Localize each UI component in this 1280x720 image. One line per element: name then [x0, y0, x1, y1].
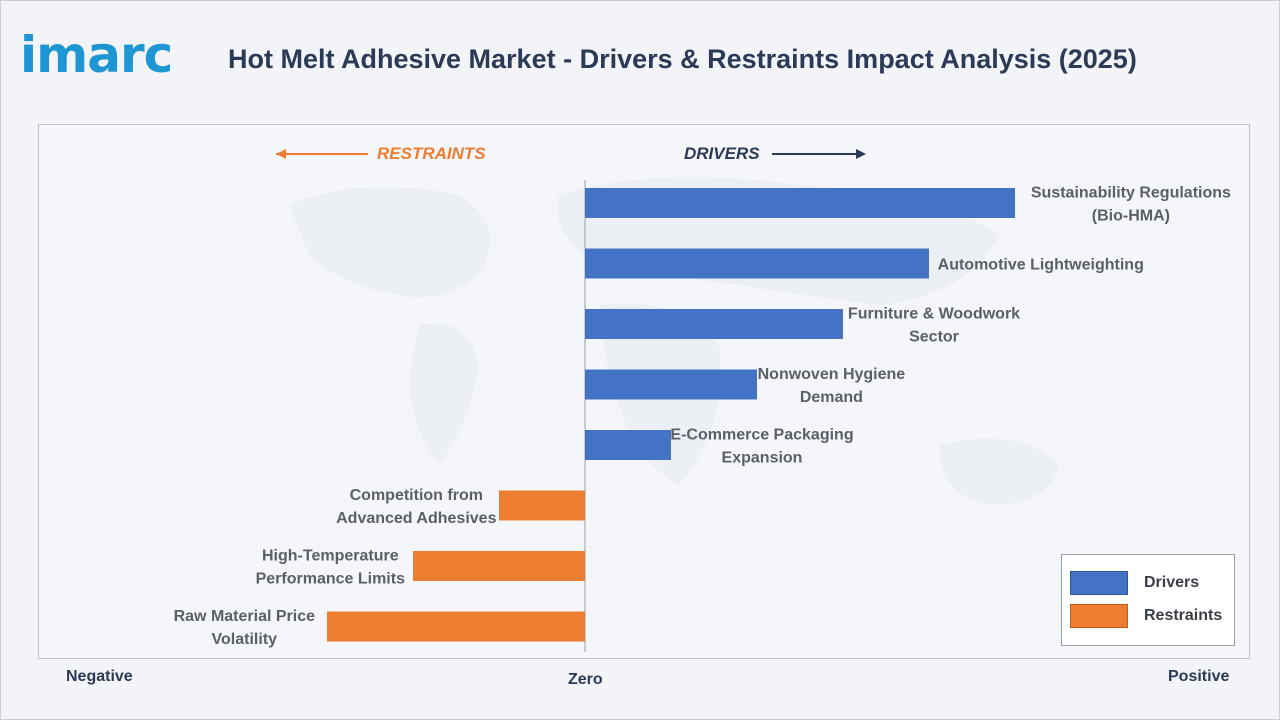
- bar-2: [585, 309, 843, 339]
- page-title: Hot Melt Adhesive Market - Drivers & Res…: [228, 44, 1137, 74]
- legend-item-restraints: Restraints: [1070, 604, 1222, 628]
- bar-label-5: Competition from Advanced Adhesives: [336, 487, 496, 527]
- bar-label-0: Sustainability Regulations (Bio-HMA): [1031, 185, 1231, 225]
- bar-7: [327, 611, 585, 642]
- bar-1: [585, 248, 929, 279]
- axis-label-positive: Positive: [1168, 668, 1230, 685]
- legend-label-restraints: Restraints: [1144, 607, 1223, 624]
- restraints-direction-label: RESTRAINTS: [377, 144, 486, 163]
- legend-item-drivers: Drivers: [1070, 571, 1199, 595]
- bar-4: [585, 430, 671, 460]
- bar-label-4: E-Commerce Packaging Expansion: [670, 427, 853, 467]
- bar-label-7: Raw Material Price Volatility: [174, 608, 316, 648]
- bar-5: [499, 490, 585, 521]
- axis-label-zero: Zero: [568, 671, 603, 688]
- drivers-direction-label: DRIVERS: [684, 144, 760, 163]
- bars-group: [327, 188, 1015, 642]
- bar-6: [413, 551, 585, 581]
- legend: Drivers Restraints: [1061, 554, 1235, 646]
- restraints-arrow-head: [276, 149, 286, 159]
- bar-0: [585, 188, 1015, 218]
- brand-logo: imarc: [20, 26, 173, 84]
- drivers-arrow-head: [856, 149, 866, 159]
- bar-label-6: High-Temperature Performance Limits: [256, 548, 405, 588]
- legend-swatch-restraints: [1070, 604, 1128, 628]
- axis-label-negative: Negative: [66, 668, 133, 685]
- bar-label-1: Automotive Lightweighting: [938, 257, 1144, 274]
- bar-label-3: Nonwoven Hygiene Demand: [758, 366, 906, 406]
- bar-label-2: Furniture & Woodwork Sector: [848, 306, 1020, 346]
- legend-label-drivers: Drivers: [1144, 574, 1200, 591]
- bar-3: [585, 369, 757, 400]
- legend-swatch-drivers: [1070, 571, 1128, 595]
- bar-labels-group: Sustainability Regulations (Bio-HMA) Autom…: [174, 185, 1231, 649]
